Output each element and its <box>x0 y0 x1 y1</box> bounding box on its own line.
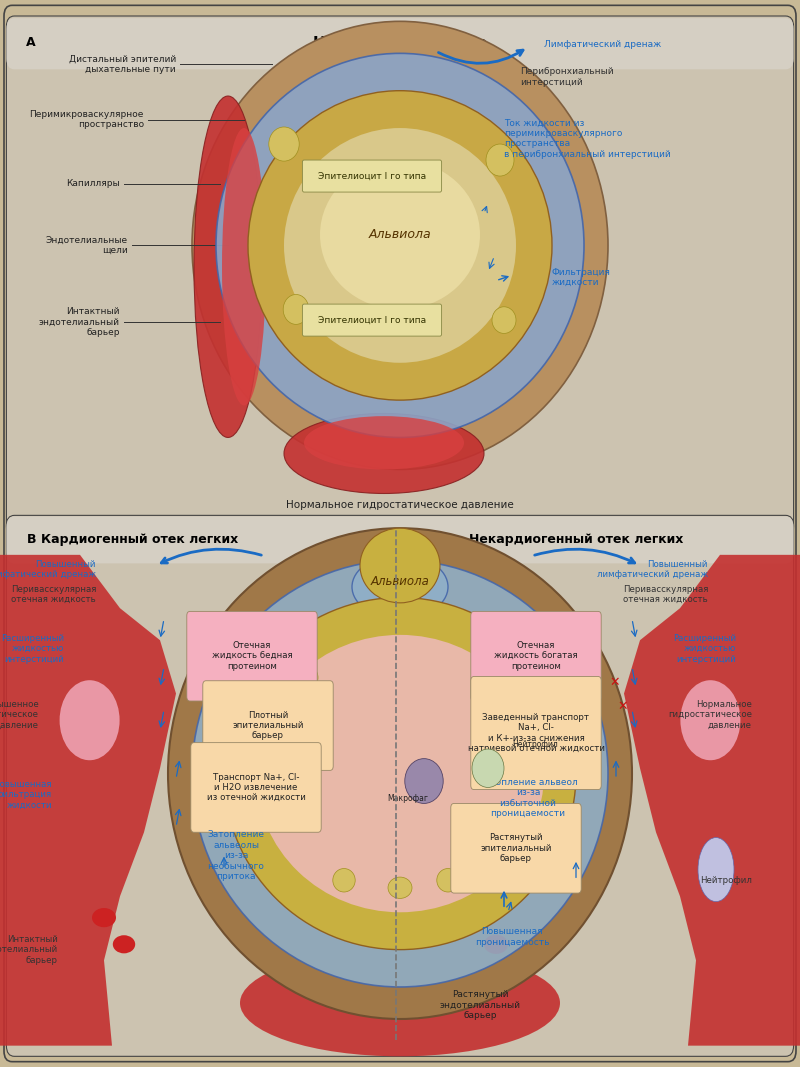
FancyBboxPatch shape <box>6 18 794 69</box>
FancyBboxPatch shape <box>302 160 442 192</box>
Text: Перивасскулярная
отечная жидкость: Перивасскулярная отечная жидкость <box>10 585 96 604</box>
Text: Расширенный
жидкостью
интерстиций: Расширенный жидкостью интерстиций <box>673 634 736 664</box>
Ellipse shape <box>492 307 516 333</box>
Text: Повышенное
гидростатическое
давление: Повышенное гидростатическое давление <box>0 700 38 730</box>
Polygon shape <box>624 555 800 1046</box>
Text: Заведенный транспорт
Na+, Cl-
и К+-из-за снижения
натриевой отечной жидкости: Заведенный транспорт Na+, Cl- и К+-из-за… <box>467 713 605 753</box>
Text: Нейтрофил: Нейтрофил <box>512 740 558 749</box>
Text: Эпителиоцит I го типа: Эпителиоцит I го типа <box>318 316 426 324</box>
Text: Перимикроваскулярное
пространство: Перимикроваскулярное пространство <box>30 110 144 129</box>
Ellipse shape <box>113 935 135 954</box>
Ellipse shape <box>168 528 632 1019</box>
Ellipse shape <box>92 908 116 927</box>
Text: Кардиогенный отек легких: Кардиогенный отек легких <box>42 534 238 546</box>
Ellipse shape <box>248 91 552 400</box>
FancyBboxPatch shape <box>470 676 602 790</box>
Ellipse shape <box>437 869 459 892</box>
Text: Нормальное гидростатическое давление: Нормальное гидростатическое давление <box>286 499 514 510</box>
Ellipse shape <box>480 632 504 658</box>
FancyBboxPatch shape <box>6 16 794 537</box>
Text: Фильтрация
жидкости: Фильтрация жидкости <box>552 268 611 287</box>
Ellipse shape <box>405 759 443 803</box>
Ellipse shape <box>269 127 299 161</box>
Text: Капилляры: Капилляры <box>66 179 120 188</box>
Text: Расширенный
жидкостью
интерстиций: Расширенный жидкостью интерстиций <box>1 634 64 664</box>
Text: Затопление
альвеолы
из-за
необычного
притока: Затопление альвеолы из-за необычного при… <box>207 830 265 881</box>
Text: Дистальный эпителий
дыхательные пути: Дистальный эпителий дыхательные пути <box>69 54 176 74</box>
Text: Плотный
эпителиальный
барьер: Плотный эпителиальный барьер <box>232 711 304 740</box>
Text: Интактный
эндотелиальный
барьер: Интактный эндотелиальный барьер <box>0 935 58 965</box>
Ellipse shape <box>60 681 120 760</box>
Ellipse shape <box>240 950 560 1056</box>
Ellipse shape <box>256 635 544 912</box>
Ellipse shape <box>388 877 412 898</box>
Text: Лимфатический дренаж: Лимфатический дренаж <box>544 41 662 49</box>
Ellipse shape <box>360 528 440 603</box>
Ellipse shape <box>484 935 508 954</box>
Text: Повышенный
лимфатический дренаж: Повышенный лимфатический дренаж <box>597 560 708 579</box>
Ellipse shape <box>698 838 734 902</box>
Ellipse shape <box>216 53 584 437</box>
FancyBboxPatch shape <box>6 516 794 563</box>
Text: Растянутый
эндотелиальный
барьер: Растянутый эндотелиальный барьер <box>439 990 521 1020</box>
Polygon shape <box>0 555 176 1046</box>
Text: Альвиола: Альвиола <box>369 228 431 241</box>
Text: Ток жидкости из
перимикроваскулярного
пространства
в перибронхиальный интерстици: Ток жидкости из перимикроваскулярного пр… <box>504 118 670 159</box>
FancyBboxPatch shape <box>470 611 602 701</box>
Text: Отечная
жидкость богатая
протеином: Отечная жидкость богатая протеином <box>494 641 578 671</box>
Text: Макрофаг: Макрофаг <box>387 794 429 802</box>
Text: Эпителиоцит I го типа: Эпителиоцит I го типа <box>318 172 426 180</box>
Text: Затопление альвеол
из-за
избыточной
проницаемости: Затопление альвеол из-за избыточной прон… <box>478 778 578 818</box>
Text: ✕: ✕ <box>609 676 620 689</box>
Ellipse shape <box>222 128 266 405</box>
Ellipse shape <box>284 413 484 493</box>
Text: Перивасскулярная
отечная жидкость: Перивасскулярная отечная жидкость <box>622 585 708 604</box>
Ellipse shape <box>194 96 262 437</box>
Ellipse shape <box>224 598 576 950</box>
Text: Повышенная
фильтрация
жидкости: Повышенная фильтрация жидкости <box>0 780 52 810</box>
Text: Нормальное
гидростатическое
давление: Нормальное гидростатическое давление <box>668 700 752 730</box>
Ellipse shape <box>472 749 504 787</box>
Ellipse shape <box>284 128 516 363</box>
Ellipse shape <box>288 91 512 240</box>
Text: Отечная
жидкость бедная
протеином: Отечная жидкость бедная протеином <box>212 641 292 671</box>
Ellipse shape <box>498 666 518 689</box>
Ellipse shape <box>486 144 514 176</box>
Ellipse shape <box>680 681 741 760</box>
Text: Нейтрофил: Нейтрофил <box>700 876 752 885</box>
Text: A: A <box>26 36 36 49</box>
FancyBboxPatch shape <box>4 5 796 1062</box>
Text: B: B <box>26 534 36 546</box>
Text: Интактный
эндотелиальный
барьер: Интактный эндотелиальный барьер <box>39 307 120 337</box>
Text: Некардиогенный отек легких: Некардиогенный отек легких <box>469 534 683 546</box>
Text: Перибронхиальный
интерстиций: Перибронхиальный интерстиций <box>520 67 614 86</box>
FancyBboxPatch shape <box>302 304 442 336</box>
Text: Повышенная
проницаемость: Повышенная проницаемость <box>474 927 550 946</box>
Text: ✕: ✕ <box>617 700 628 713</box>
Text: Повышенный
лимфатический дренаж: Повышенный лимфатический дренаж <box>0 560 96 579</box>
FancyBboxPatch shape <box>186 611 317 701</box>
Text: Растянутый
эпителиальный
барьер: Растянутый эпителиальный барьер <box>480 833 552 863</box>
Text: Альвиола: Альвиола <box>370 575 430 588</box>
Text: Транспорт Na+, Cl-
и H2O извлечение
из отечной жидкости: Транспорт Na+, Cl- и H2O извлечение из о… <box>206 773 306 802</box>
FancyBboxPatch shape <box>451 803 581 893</box>
Ellipse shape <box>280 632 304 658</box>
Ellipse shape <box>192 560 608 987</box>
Ellipse shape <box>333 869 355 892</box>
Ellipse shape <box>283 294 309 324</box>
Ellipse shape <box>352 555 448 619</box>
Ellipse shape <box>192 21 608 469</box>
FancyBboxPatch shape <box>6 515 794 1056</box>
Ellipse shape <box>298 666 318 689</box>
Text: Нормальное легкое: Нормальное легкое <box>313 36 487 51</box>
FancyBboxPatch shape <box>190 743 321 832</box>
Text: C: C <box>408 534 417 546</box>
Ellipse shape <box>320 160 480 309</box>
Text: Эндотелиальные
щели: Эндотелиальные щели <box>46 236 128 255</box>
FancyBboxPatch shape <box>203 681 333 770</box>
Ellipse shape <box>304 416 464 469</box>
